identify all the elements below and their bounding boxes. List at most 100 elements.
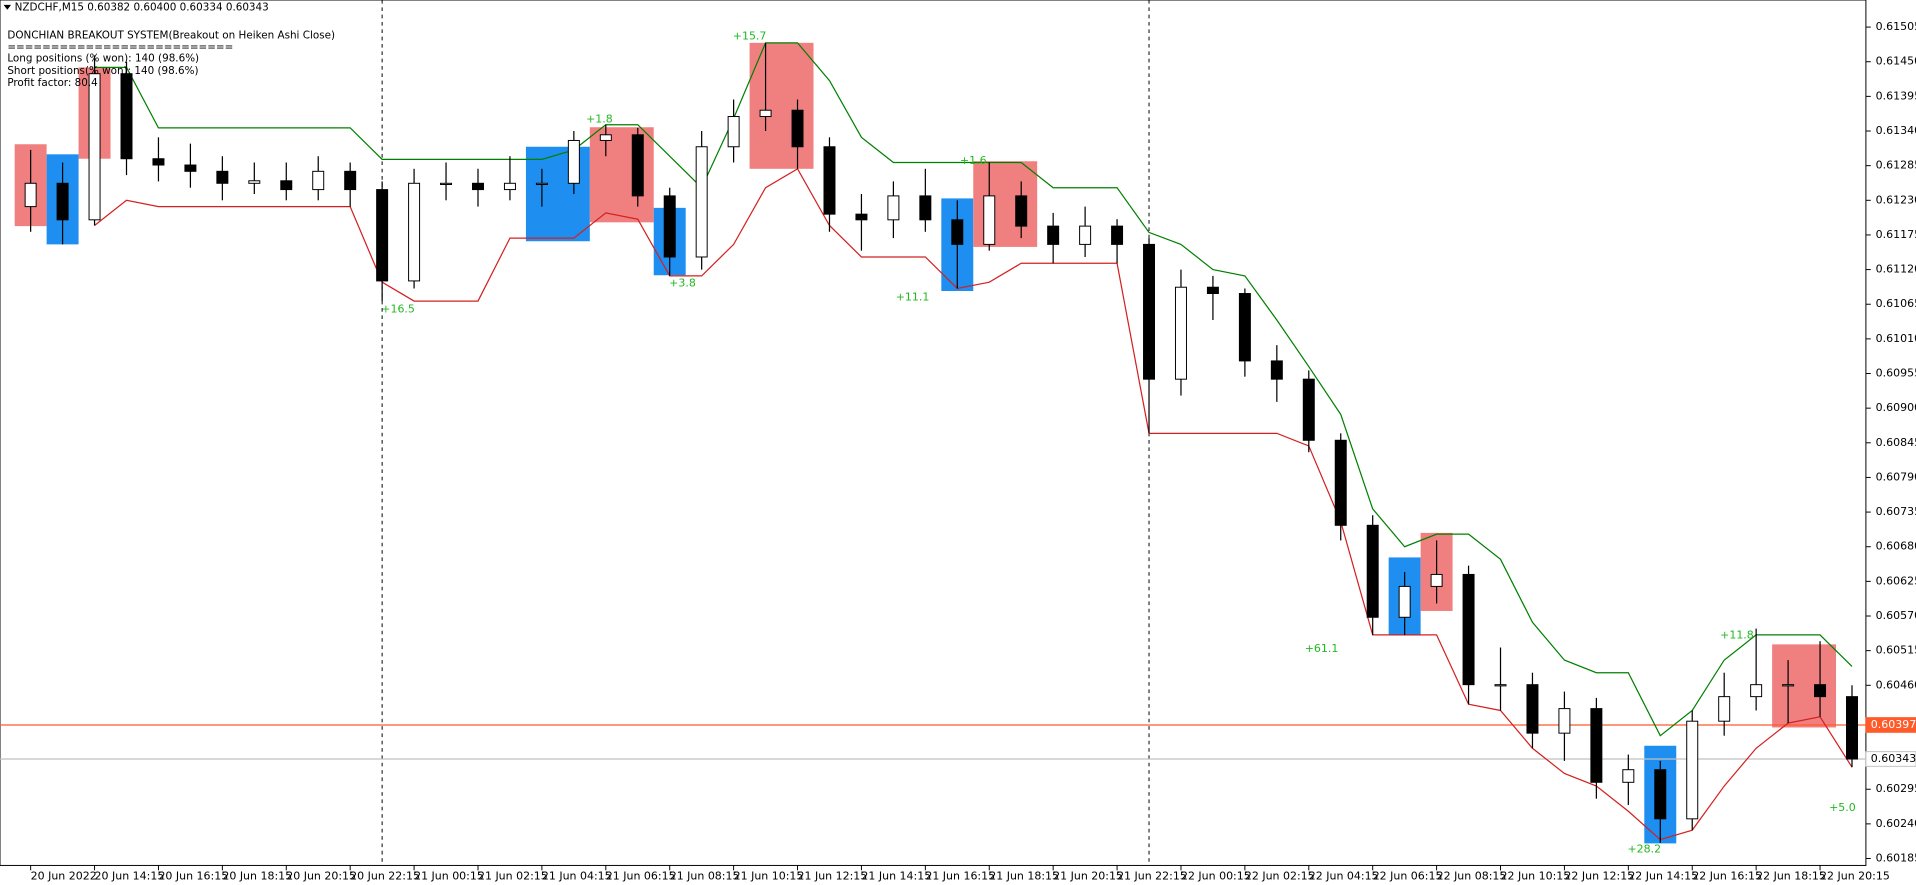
- position-box: [973, 161, 1038, 247]
- candle-body: [88, 73, 101, 221]
- candle-body: [535, 182, 548, 186]
- candle-body: [1079, 225, 1092, 245]
- candle-body: [1302, 378, 1315, 441]
- candle-body: [344, 170, 357, 191]
- candle-body: [184, 164, 197, 172]
- x-tick-label: 21 Jun 08:15: [670, 869, 740, 882]
- y-tick-label: 0.61285: [1876, 159, 1916, 172]
- candle-body: [472, 182, 484, 191]
- trade-annotation: +11.1: [896, 290, 930, 303]
- candle-body: [152, 158, 165, 166]
- y-tick-label: 0.60955: [1876, 367, 1916, 380]
- candle-body: [951, 219, 964, 245]
- candle-body: [631, 134, 644, 197]
- candle-body: [1143, 243, 1156, 380]
- x-tick-label: 20 Jun 16:15: [158, 869, 228, 882]
- candle-body: [887, 195, 900, 221]
- candle-body: [919, 195, 932, 221]
- symbol-line: NZDCHF,M15 0.60382 0.60400 0.60334 0.603…: [15, 1, 269, 13]
- position-box: [749, 42, 814, 169]
- channels: [94, 42, 1853, 841]
- x-tick-label: 21 Jun 14:15: [861, 869, 931, 882]
- candle-body: [1430, 573, 1443, 587]
- candle-body: [1494, 684, 1507, 687]
- y-tick-label: 0.61395: [1876, 89, 1916, 102]
- price-label-box: [1865, 717, 1916, 733]
- candle-body: [1654, 769, 1667, 820]
- candle-body: [567, 139, 580, 184]
- position-box: [1772, 644, 1837, 728]
- x-tick-label: 20 Jun 14:15: [95, 869, 165, 882]
- x-tick-label: 21 Jun 06:15: [606, 869, 676, 882]
- y-tick-label: 0.60295: [1876, 782, 1916, 795]
- x-tick-label: 20 Jun 2022: [31, 869, 97, 882]
- x-tick-label: 22 Jun 06:15: [1373, 869, 1443, 882]
- x-tick-label: 22 Jun 18:15: [1756, 869, 1826, 882]
- x-tick-label: 22 Jun 04:15: [1309, 869, 1379, 882]
- x-tick-label: 20 Jun 20:15: [286, 869, 356, 882]
- y-tick-label: 0.60515: [1876, 644, 1916, 657]
- trade-annotation: +16.5: [381, 302, 415, 315]
- x-tick-label: 21 Jun 04:15: [542, 869, 612, 882]
- candle-body: [56, 182, 69, 221]
- candle-body: [1814, 684, 1827, 698]
- candle-body: [791, 109, 804, 148]
- candle-body: [440, 182, 453, 186]
- x-tick-label: 21 Jun 20:15: [1053, 869, 1123, 882]
- header-line: Short positions(% won): 140 (98.6%): [7, 65, 198, 77]
- candle-body: [1015, 195, 1028, 227]
- trade-annotation: +1.8: [586, 113, 613, 126]
- trade-annotation: +1.6: [960, 154, 987, 167]
- x-tick-label: 22 Jun 12:15: [1564, 869, 1634, 882]
- candle-body: [1718, 696, 1731, 722]
- channel-line: [94, 167, 1853, 841]
- x-tick-label: 21 Jun 12:15: [798, 869, 868, 882]
- x-tick-label: 21 Jun 10:15: [734, 869, 804, 882]
- y-tick-label: 0.60845: [1876, 436, 1916, 449]
- candle-body: [727, 116, 740, 148]
- x-tick-label: 22 Jun 00:15: [1181, 869, 1251, 882]
- candle-body: [1111, 225, 1124, 245]
- header-line: DONCHIAN BREAKOUT SYSTEM(Breakout on Hei…: [7, 29, 335, 41]
- header-line: ==========================: [7, 42, 233, 54]
- trade-annotation: +11.8: [1720, 629, 1754, 642]
- candles: [24, 42, 1858, 843]
- x-tick-label: 21 Jun 00:15: [414, 869, 484, 882]
- menu-arrow: [3, 4, 11, 10]
- candle-body: [1846, 696, 1858, 760]
- candle-body: [1782, 684, 1795, 687]
- candle-body: [855, 213, 868, 221]
- x-tick-label: 22 Jun 16:15: [1692, 869, 1762, 882]
- channel-line: [94, 42, 1853, 737]
- x-tick-label: 21 Jun 02:15: [478, 869, 548, 882]
- candle-body: [983, 195, 996, 245]
- trade-annotation: +28.2: [1627, 843, 1661, 856]
- x-tick-label: 20 Jun 22:15: [350, 869, 420, 882]
- x-tick-label: 22 Jun 14:15: [1628, 869, 1698, 882]
- candle-body: [1686, 720, 1699, 820]
- candle-body: [663, 195, 676, 258]
- trade-annotation: +3.8: [669, 276, 696, 289]
- price-label-box: [1865, 751, 1916, 767]
- candle-body: [503, 182, 516, 191]
- candle-body: [1526, 684, 1539, 734]
- y-tick-label: 0.61065: [1876, 297, 1916, 310]
- candle-body: [1590, 708, 1603, 783]
- candle-body: [280, 180, 293, 191]
- overlay: NZDCHF,M15 0.60382 0.60400 0.60334 0.603…: [3, 1, 1856, 856]
- candle-body: [312, 170, 325, 191]
- trade-annotation: +5.0: [1829, 801, 1856, 814]
- y-tick-label: 0.60185: [1876, 852, 1916, 865]
- trade-annotation: +61.1: [1305, 642, 1339, 655]
- candle-body: [1558, 708, 1571, 734]
- candle-body: [1462, 573, 1475, 686]
